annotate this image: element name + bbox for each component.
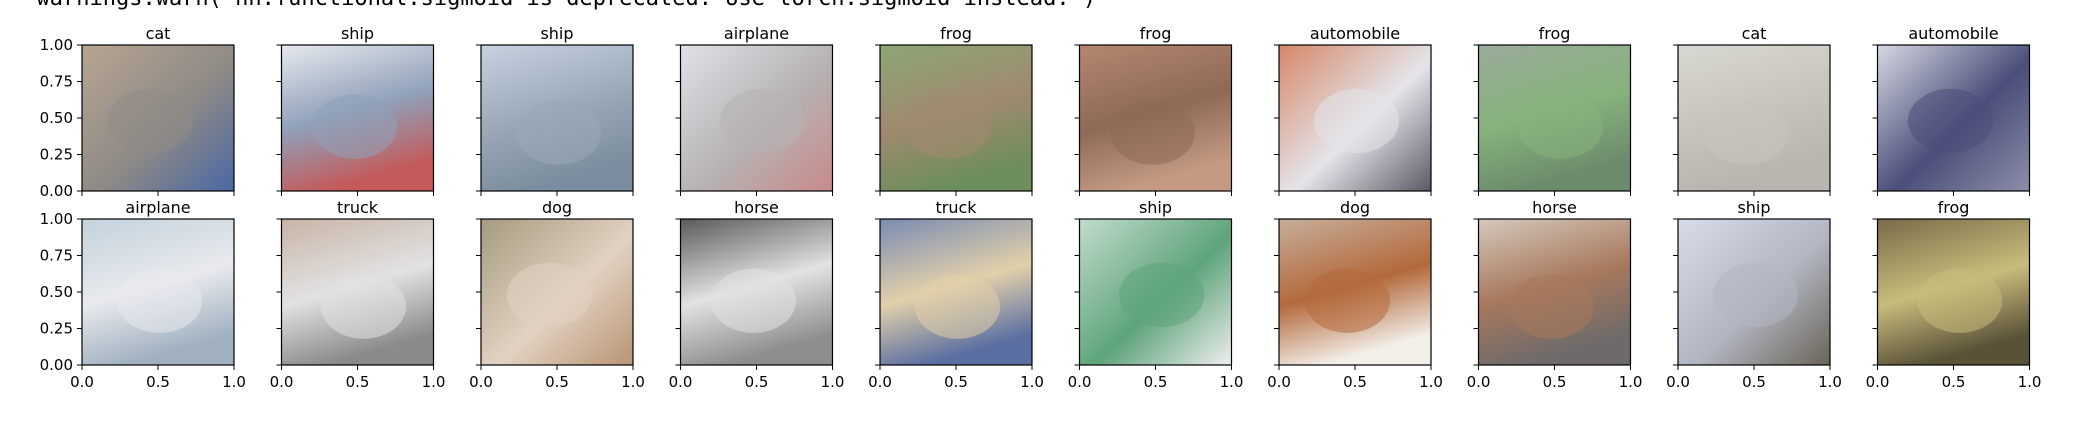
image-subject-16 (1304, 268, 1390, 333)
x-tick-label-18-0: 0.0 (1666, 373, 1690, 391)
x-tick-label-14-0: 0.0 (868, 373, 892, 391)
subplot-title-15: ship (1139, 198, 1172, 217)
x-tick-label-16-2: 1.0 (1419, 373, 1443, 391)
subplot-title-14: truck (935, 198, 977, 217)
x-tick-label-13-2: 1.0 (821, 373, 845, 391)
image-subject-19 (1917, 268, 2003, 333)
image-subject-10 (116, 268, 203, 333)
x-tick-label-14-2: 1.0 (1020, 373, 1044, 391)
x-tick-label-15-1: 0.5 (1144, 373, 1168, 391)
subplot-title-16: dog (1340, 198, 1370, 217)
y-tick-label-0-0: 0.00 (40, 182, 73, 200)
x-tick-label-18-2: 1.0 (1818, 373, 1842, 391)
warning-text: warnings.warn("nn.functional.sigmoid is … (10, 0, 1096, 11)
image-subject-12 (506, 262, 592, 328)
subplot-title-0: cat (146, 24, 171, 43)
x-tick-label-14-1: 0.5 (944, 373, 968, 391)
subplot-title-19: frog (1938, 198, 1970, 217)
subplot-title-10: airplane (125, 198, 190, 217)
x-tick-label-11-2: 1.0 (422, 373, 446, 391)
y-tick-label-0-1: 0.25 (40, 146, 73, 164)
subplot-title-13: horse (734, 198, 779, 217)
x-tick-label-16-0: 0.0 (1267, 373, 1291, 391)
subplot-title-5: frog (1140, 24, 1172, 43)
subplot-title-12: dog (542, 198, 572, 217)
y-tick-label-0-4: 1.00 (40, 36, 73, 54)
subplot-title-6: automobile (1310, 24, 1400, 43)
x-tick-label-11-1: 0.5 (346, 373, 370, 391)
subplot-title-1: ship (341, 24, 374, 43)
subplot-title-3: airplane (724, 24, 789, 43)
x-tick-label-12-2: 1.0 (621, 373, 645, 391)
image-subject-4 (905, 94, 991, 159)
image-subject-1 (311, 94, 398, 159)
y-tick-label-10-0: 0.00 (40, 356, 73, 374)
y-tick-label-0-3: 0.75 (40, 73, 73, 91)
x-tick-label-18-1: 0.5 (1742, 373, 1766, 391)
x-tick-label-12-1: 0.5 (545, 373, 569, 391)
subplot-title-17: horse (1532, 198, 1577, 217)
y-tick-label-10-2: 0.50 (40, 283, 73, 301)
image-subject-2 (515, 100, 602, 165)
image-subject-6 (1313, 88, 1400, 154)
image-subject-13 (710, 268, 797, 333)
x-tick-label-13-1: 0.5 (745, 373, 769, 391)
x-tick-label-19-2: 1.0 (2018, 373, 2042, 391)
x-tick-label-12-0: 0.0 (469, 373, 493, 391)
x-tick-label-15-2: 1.0 (1220, 373, 1244, 391)
x-tick-label-10-1: 0.5 (146, 373, 170, 391)
x-tick-label-19-1: 0.5 (1942, 373, 1966, 391)
subplot-title-9: automobile (1908, 24, 1998, 43)
image-subject-15 (1119, 262, 1205, 328)
x-tick-label-17-0: 0.0 (1467, 373, 1491, 391)
image-subject-11 (321, 274, 407, 339)
y-tick-label-0-2: 0.50 (40, 109, 73, 127)
subplot-title-8: cat (1742, 24, 1767, 43)
x-tick-label-17-1: 0.5 (1543, 373, 1567, 391)
image-subject-5 (1109, 100, 1196, 165)
x-tick-label-10-0: 0.0 (70, 373, 94, 391)
image-subject-14 (914, 274, 1001, 339)
y-tick-label-10-3: 0.75 (40, 247, 73, 265)
x-tick-label-16-1: 0.5 (1343, 373, 1367, 391)
image-subject-18 (1712, 262, 1799, 328)
y-tick-label-10-4: 1.00 (40, 210, 73, 228)
x-tick-label-11-0: 0.0 (270, 373, 294, 391)
subplot-title-7: frog (1539, 24, 1571, 43)
image-subject-7 (1518, 94, 1604, 159)
image-subject-17 (1508, 274, 1595, 339)
image-subject-9 (1907, 88, 1994, 154)
subplot-title-18: ship (1737, 198, 1770, 217)
x-tick-label-13-0: 0.0 (669, 373, 693, 391)
y-tick-label-10-1: 0.25 (40, 320, 73, 338)
image-subject-3 (720, 88, 806, 154)
image-subject-8 (1703, 100, 1789, 165)
x-tick-label-10-2: 1.0 (222, 373, 246, 391)
x-tick-label-15-0: 0.0 (1068, 373, 1092, 391)
subplot-title-11: truck (337, 198, 379, 217)
subplot-title-4: frog (940, 24, 972, 43)
x-tick-label-17-2: 1.0 (1619, 373, 1643, 391)
subplot-title-2: ship (540, 24, 573, 43)
x-tick-label-19-0: 0.0 (1866, 373, 1890, 391)
image-subject-0 (107, 88, 193, 154)
